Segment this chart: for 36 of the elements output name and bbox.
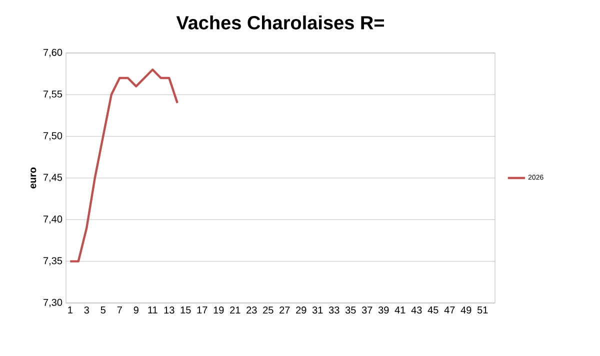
y-tick-label: 7,30 [44, 298, 62, 308]
x-tick-label: 15 [180, 306, 191, 314]
x-tick-label: 31 [312, 306, 323, 314]
x-tick-label: 37 [362, 306, 372, 314]
x-tick-label: 17 [197, 306, 208, 314]
y-tick-label: 7,50 [44, 132, 62, 140]
x-tick-label: 19 [214, 306, 224, 314]
x-tick-label: 3 [84, 306, 89, 314]
x-tick-label: 51 [477, 306, 488, 314]
x-tick-label: 11 [148, 306, 158, 314]
y-tick-label: 7,55 [44, 90, 62, 99]
x-tick-label: 43 [411, 306, 422, 314]
x-tick-label: 9 [134, 306, 138, 314]
x-tick-label: 29 [296, 306, 306, 314]
x-tick-label: 47 [444, 306, 455, 314]
x-tick-label: 33 [328, 306, 340, 314]
y-tick-label: 7,35 [44, 257, 62, 266]
x-tick-label: 41 [394, 306, 406, 314]
x-tick-label: 49 [460, 306, 472, 314]
x-tick-label: 35 [345, 306, 356, 314]
y-tick-label: 7,45 [44, 174, 62, 182]
x-tick-label: 21 [230, 306, 240, 314]
x-tick-label: 39 [378, 306, 389, 314]
y-axis-title: euro [30, 168, 36, 188]
line-series [69, 68, 178, 262]
x-tick-label: 5 [100, 306, 106, 314]
x-tick-label: 25 [263, 306, 274, 314]
x-tick-label: 45 [428, 306, 438, 314]
chart-title: Vaches Charolaises R= [176, 16, 384, 30]
x-tick-label: 13 [164, 306, 174, 314]
y-tick-label: 7,40 [44, 216, 62, 224]
x-tick-label: 23 [246, 306, 257, 314]
x-tick-label: 1 [68, 306, 72, 314]
y-tick-label: 7,60 [44, 48, 62, 58]
x-tick-label: 7 [117, 306, 122, 314]
x-tick-label: 27 [280, 306, 290, 314]
